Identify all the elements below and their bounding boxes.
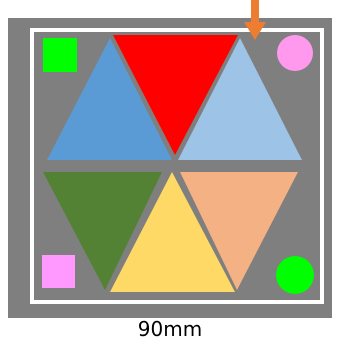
- red-triangle: [113, 35, 238, 155]
- white-border: [30, 28, 324, 304]
- dark-green-triangle: [43, 172, 162, 290]
- arrow-head: [244, 22, 266, 40]
- pink-square: [42, 255, 75, 288]
- pink-circle: [277, 35, 313, 71]
- dimension-label: 90mm: [138, 317, 202, 341]
- blue-triangle: [47, 38, 172, 160]
- peach-triangle: [180, 172, 298, 290]
- green-square: [43, 38, 77, 72]
- arrow-shaft: [251, 0, 259, 24]
- light-blue-triangle: [178, 38, 302, 160]
- yellow-triangle: [110, 172, 235, 292]
- green-circle: [276, 256, 314, 294]
